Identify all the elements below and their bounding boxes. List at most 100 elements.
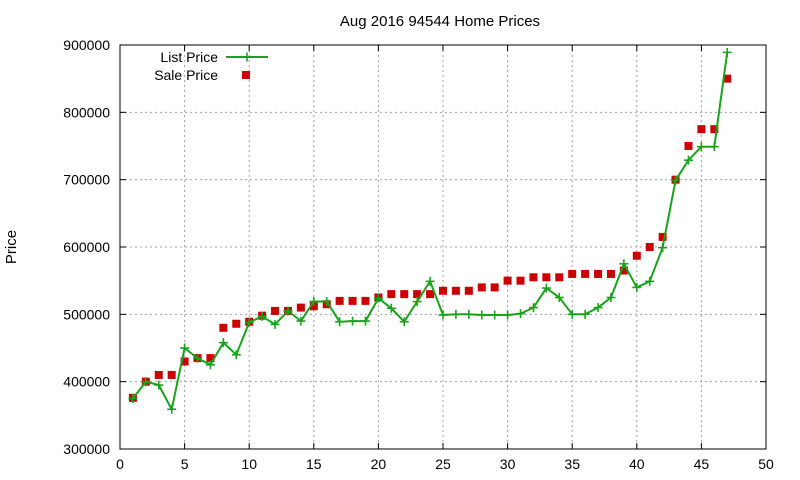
sale-price-point [426, 290, 435, 299]
list-price-point [309, 297, 319, 307]
list-price-point [283, 306, 293, 316]
x-tick-label: 30 [500, 456, 516, 472]
sale-price-point [684, 142, 693, 150]
sale-price-point [296, 303, 305, 312]
list-price-point [231, 350, 241, 360]
y-tick-label: 700000 [63, 172, 110, 188]
sale-price-point [413, 290, 422, 299]
chart-title: Aug 2016 94544 Home Prices [340, 13, 540, 30]
x-tick-label: 40 [629, 456, 645, 472]
legend-plus-swatch [242, 52, 252, 62]
list-price-point [218, 338, 228, 348]
list-price-point [399, 317, 409, 327]
y-tick-label: 600000 [63, 239, 110, 255]
series-sale-price [128, 74, 732, 402]
y-tick-label: 400000 [63, 374, 110, 390]
sale-price-point [464, 286, 473, 295]
list-price-point [154, 380, 164, 390]
list-price-point [270, 319, 280, 329]
sale-price-point [167, 370, 176, 379]
list-price-point [348, 316, 358, 326]
sale-price-point [581, 269, 590, 278]
x-tick-label: 35 [564, 456, 580, 472]
list-price-point [516, 309, 526, 319]
list-price-point [180, 343, 190, 353]
x-tick-label: 25 [435, 456, 451, 472]
x-tick-label: 0 [116, 456, 124, 472]
sale-price-point [400, 290, 409, 299]
sale-price-point [387, 290, 396, 299]
list-price-point [425, 276, 435, 286]
sale-price-point [632, 251, 641, 260]
x-tick-label: 45 [694, 456, 710, 472]
list-price-point [554, 293, 564, 302]
axis-ticks: 0 5 10 15 20 25 30 35 40 45 50 300000 400000 500000 60… [63, 37, 774, 472]
x-tick-label: 15 [306, 456, 322, 472]
sale-price-point [619, 266, 628, 275]
sale-price-point [516, 276, 525, 285]
list-price-point [645, 276, 655, 286]
list-price-point [580, 309, 590, 319]
list-price-point [141, 377, 151, 387]
list-price-point [296, 316, 306, 326]
sale-price-point [723, 74, 732, 83]
list-price-point [464, 309, 474, 319]
legend-square-swatch [242, 71, 250, 79]
sale-price-point [232, 319, 241, 328]
list-price-point [244, 317, 254, 327]
list-price-point [373, 293, 383, 303]
sale-price-point [606, 269, 615, 278]
list-price-point [167, 404, 177, 414]
sale-price-point [658, 232, 667, 241]
list-price-point [671, 175, 681, 185]
list-price-point [128, 394, 138, 403]
sale-price-point [477, 283, 486, 292]
sale-price-point [361, 296, 370, 305]
sale-price-point [439, 286, 447, 295]
list-price-point [593, 303, 603, 313]
sale-price-point [503, 276, 512, 285]
list-price-line [132, 52, 729, 413]
series-layer [128, 47, 732, 414]
grid [120, 45, 766, 449]
list-price-point [696, 142, 706, 152]
list-price-point [193, 353, 203, 363]
list-price-point [412, 297, 422, 307]
sale-price-point [645, 243, 654, 251]
sale-price-point [219, 323, 228, 332]
y-tick-label: 900000 [63, 37, 110, 53]
list-price-point [709, 142, 719, 152]
y-tick-label: 800000 [63, 104, 110, 120]
list-price-point [438, 310, 448, 320]
sale-price-point [335, 296, 344, 305]
list-price-point [606, 293, 616, 302]
series-list-price [128, 47, 732, 414]
legend-label: Sale Price [154, 67, 218, 83]
list-price-point [722, 47, 732, 57]
x-tick-label: 5 [181, 456, 189, 472]
sale-price-point [697, 125, 706, 134]
legend: List Price Sale Price [154, 49, 268, 83]
list-price-point [567, 309, 577, 319]
list-price-point [632, 282, 642, 292]
list-price-point [205, 360, 215, 370]
list-price-point [322, 297, 332, 307]
sale-price-point [555, 273, 564, 282]
sale-price-point [710, 125, 719, 134]
sale-price-point [206, 354, 215, 363]
y-tick-label: 500000 [63, 306, 110, 322]
sale-price-point [542, 273, 551, 282]
x-tick-label: 10 [241, 456, 257, 472]
y-tick-label: 300000 [63, 441, 110, 457]
sale-price-point [309, 302, 318, 311]
list-price-point [503, 310, 513, 320]
sale-price-point [180, 357, 189, 366]
list-price-point [528, 303, 538, 313]
list-price-point [541, 283, 551, 293]
legend-label: List Price [160, 49, 218, 65]
sale-price-point [348, 296, 357, 305]
sale-price-point [154, 370, 163, 379]
list-price-point [619, 259, 629, 269]
list-price-point [658, 243, 668, 253]
